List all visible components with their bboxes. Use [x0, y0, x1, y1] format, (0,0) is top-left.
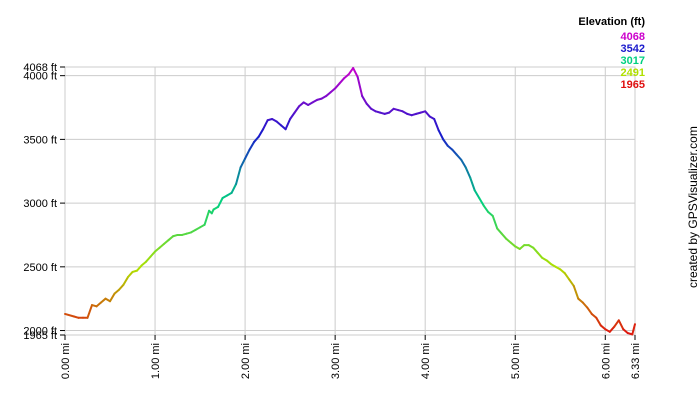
- elevation-segment-80: [424, 110, 431, 118]
- plot-border: [64, 66, 636, 336]
- y-tick-label-2: 2500 ft: [23, 262, 57, 274]
- elevation-segment-113: [572, 284, 580, 300]
- elevation-segment-41: [248, 140, 256, 151]
- elevation-segment-91: [473, 189, 481, 200]
- elevation-segment-34: [217, 197, 224, 208]
- elevation-segment-121: [608, 325, 616, 333]
- legend-entry-2: 3017: [621, 55, 645, 67]
- elevation-segment-37: [230, 182, 238, 194]
- x-tick-label-6: 6.00 mi: [600, 343, 612, 379]
- legend-entry-1: 3542: [621, 43, 645, 55]
- y-tick-label-1: 2000 ft: [23, 326, 57, 338]
- elevation-segment-4: [86, 304, 94, 319]
- elevation-segment-50: [289, 111, 296, 120]
- legend-entry-3: 2491: [621, 67, 645, 79]
- x-tick-label-4: 4.00 mi: [420, 343, 432, 379]
- elevation-segment-60: [334, 82, 341, 90]
- elevation-segment-89: [464, 166, 472, 179]
- elevation-segment-93: [482, 204, 490, 214]
- elevation-segment-51: [293, 105, 301, 114]
- elevation-segment-116: [586, 306, 593, 315]
- x-axis-ticks: 0.00 mi 1.00 mi 2.00 mi 3.00 mi 4.00 mi 5.00 …: [60, 335, 642, 379]
- elevation-segment-42: [253, 135, 260, 143]
- legend-entry-4: 1965: [621, 79, 645, 91]
- elevation-segment-118: [595, 316, 602, 327]
- elevation-segment-111: [563, 272, 571, 281]
- elevation-line: [64, 67, 636, 336]
- elevation-segment-82: [433, 117, 440, 132]
- elevation-segment-40: [244, 148, 251, 160]
- elevation-segment-64: [352, 67, 359, 78]
- elevation-segment-17: [145, 255, 152, 263]
- x-tick-label-7: 6.33 mi: [630, 343, 642, 379]
- credit-text: created by GPSVisualizer.com: [686, 126, 700, 288]
- x-tick-label-5: 5.00 mi: [510, 343, 522, 379]
- elevation-segment-112: [568, 278, 575, 287]
- elevation-segment-39: [239, 157, 247, 169]
- elevation-segment-86: [451, 148, 458, 156]
- elevation-segment-96: [496, 227, 503, 235]
- y-tick-label-3: 3000 ft: [23, 198, 57, 210]
- elevation-segment-30: [203, 209, 211, 226]
- elevation-segment-0: [64, 312, 76, 318]
- elevation-segment-90: [469, 176, 476, 192]
- grid-lines: [64, 66, 636, 336]
- legend-title: Elevation (ft): [578, 16, 645, 28]
- elevation-segment-18: [149, 250, 157, 258]
- elevation-segment-11: [118, 283, 125, 291]
- elevation-segment-95: [491, 214, 499, 230]
- elevation-segment-9: [109, 292, 116, 303]
- elevation-segment-123: [617, 319, 625, 331]
- elevation-segment-12: [122, 276, 130, 286]
- x-tick-label-2: 2.00 mi: [240, 343, 252, 379]
- y-tick-label-6: 4068 ft: [23, 62, 57, 74]
- y-tick-label-5: 4000 ft: [23, 71, 57, 83]
- elevation-segment-63: [347, 67, 355, 76]
- legend-entry-0: 4068: [621, 31, 645, 43]
- elevation-segment-65: [356, 75, 364, 98]
- elevation-segment-97: [500, 232, 508, 240]
- elevation-segment-44: [262, 119, 269, 131]
- elevation-segment-126: [631, 323, 636, 336]
- y-tick-label-0: 1965 ft: [23, 330, 57, 342]
- plot-frame: [64, 66, 636, 336]
- elevation-segment-43: [257, 128, 265, 138]
- elevation-segment-104: [532, 246, 539, 254]
- elevation-segment-13: [127, 270, 134, 279]
- elevation-segment-66: [361, 95, 368, 105]
- elevation-segment-67: [365, 102, 373, 110]
- elevation-segment-83: [437, 129, 445, 141]
- elevation-segment-115: [581, 301, 589, 309]
- elevation-segment-61: [338, 77, 346, 85]
- elevation-segment-105: [536, 251, 544, 259]
- elevation-segment-84: [442, 138, 449, 147]
- elevation-segment-87: [455, 153, 463, 161]
- elevation-segment-49: [284, 117, 292, 131]
- x-tick-label-0: 0.00 mi: [60, 343, 72, 379]
- elevation-segment-15: [136, 264, 143, 272]
- x-tick-label-3: 3.00 mi: [330, 343, 342, 379]
- x-tick-label-1: 1.00 mi: [150, 343, 162, 379]
- elevation-segment-88: [460, 158, 467, 169]
- y-tick-label-4: 3500 ft: [23, 134, 57, 146]
- elevation-segment-38: [235, 166, 242, 185]
- elevation-segment-122: [613, 319, 620, 328]
- elevation-segment-92: [478, 197, 485, 207]
